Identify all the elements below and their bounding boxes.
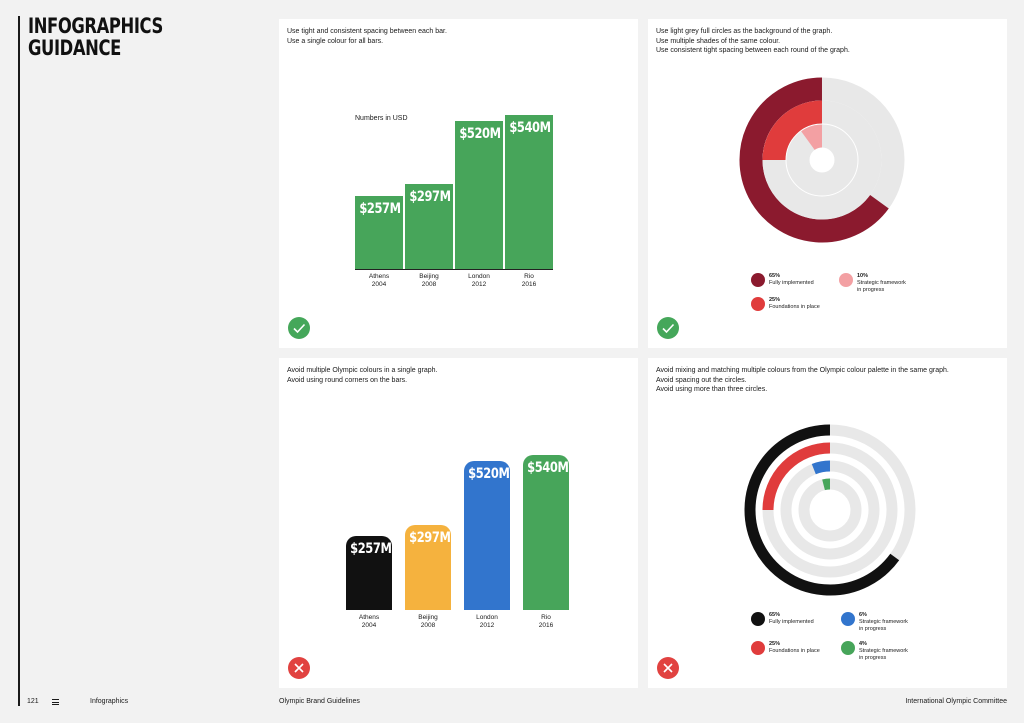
legend-swatch xyxy=(841,641,855,655)
ring-segment xyxy=(744,424,900,596)
legend-swatch xyxy=(751,641,765,655)
panel-guidance-text: Use light grey full circles as the backg… xyxy=(656,27,850,56)
legend-label: Strategic framework in progress xyxy=(857,280,906,293)
bar: $520M xyxy=(464,461,510,610)
legend-value: 25% xyxy=(769,641,781,647)
legend-item: 25% Foundations in place xyxy=(751,641,820,655)
guidance-line: Avoid multiple Olympic colours in a sing… xyxy=(287,367,438,374)
legend-label: Strategic framework in progress xyxy=(859,619,908,632)
category-label: Rio 2016 xyxy=(538,614,554,629)
category-label: Rio 2016 xyxy=(521,273,537,288)
legend-value: 6% xyxy=(859,612,867,618)
page-title: INFOGRAPHICS GUIDANCE xyxy=(28,14,163,60)
bar-value-label: $520M xyxy=(468,466,510,482)
legend-value: 65% xyxy=(769,273,781,279)
legend-item: 6% Strategic framework in progress xyxy=(841,612,908,633)
document-name: Olympic Brand Guidelines xyxy=(279,698,360,705)
legend-label: Fully implemented xyxy=(769,619,814,625)
ring-segment xyxy=(822,478,831,491)
legend-value: 65% xyxy=(769,612,781,618)
radial-chart xyxy=(739,77,905,243)
category-label: Athens 2004 xyxy=(368,273,390,288)
guidance-line: Use consistent tight spacing between eac… xyxy=(656,47,850,54)
guidance-line: Avoid spacing out the circles. xyxy=(656,376,747,384)
x-axis-line xyxy=(355,269,553,270)
legend-swatch xyxy=(751,273,765,287)
category-label: London 2012 xyxy=(476,614,498,629)
panel-correct-bar: Use tight and consistent spacing between… xyxy=(279,19,638,348)
cross-icon xyxy=(288,657,310,679)
category-label: Athens 2004 xyxy=(358,614,380,629)
legend-item: 25% Foundations in place xyxy=(751,297,820,311)
panel-incorrect-donut: Avoid mixing and matching multiple colou… xyxy=(648,358,1007,688)
section-name: Infographics xyxy=(90,698,129,705)
guidance-line: Avoid using round corners on the bars. xyxy=(287,376,408,384)
page-number: 121 xyxy=(27,698,39,705)
legend-item: 65% Fully implemented xyxy=(751,273,814,287)
legend-swatch xyxy=(751,612,765,626)
bar: $540M xyxy=(505,115,553,269)
ring-segment xyxy=(739,77,889,243)
legend-item: 4% Strategic framework in progress xyxy=(841,641,908,662)
ring-track xyxy=(780,460,880,560)
ring-track xyxy=(786,124,858,196)
category-label: London 2012 xyxy=(468,273,490,288)
legend-swatch xyxy=(841,612,855,626)
legend-label: Foundations in place xyxy=(769,648,820,654)
ring-segment xyxy=(811,460,831,475)
bar: $520M xyxy=(455,121,503,269)
bar: $257M xyxy=(346,536,392,610)
bar-value-label: $540M xyxy=(509,120,551,136)
chart-title: Numbers in USD xyxy=(355,115,408,122)
legend-label: Strategic framework in progress xyxy=(859,648,908,661)
check-icon xyxy=(288,317,310,339)
bar: $257M xyxy=(355,196,403,269)
panel-correct-donut: Use light grey full circles as the backg… xyxy=(648,19,1007,348)
panel-incorrect-bar: Avoid multiple Olympic colours in a sing… xyxy=(279,358,638,688)
legend-item: 65% Fully implemented xyxy=(751,612,814,626)
bar: $297M xyxy=(405,525,451,610)
guidance-line: Use a single colour for all bars. xyxy=(287,37,384,45)
legend-swatch xyxy=(839,273,853,287)
guidance-line: Avoid using more than three circles. xyxy=(656,386,768,393)
bar-value-label: $520M xyxy=(459,126,501,142)
cross-icon xyxy=(657,657,679,679)
category-label: Beijing 2008 xyxy=(419,273,439,288)
panel-guidance-text: Avoid mixing and matching multiple colou… xyxy=(656,366,949,395)
panel-guidance-text: Avoid multiple Olympic colours in a sing… xyxy=(287,366,437,385)
legend-item: 10% Strategic framework in progress xyxy=(839,273,906,294)
legend-swatch xyxy=(751,297,765,311)
ring-segment xyxy=(801,124,823,151)
bar-value-label: $257M xyxy=(359,201,401,217)
guidance-line: Use tight and consistent spacing between… xyxy=(287,28,447,35)
bar-value-label: $257M xyxy=(350,541,392,557)
check-icon xyxy=(657,317,679,339)
ring-segment xyxy=(762,442,831,511)
panel-guidance-text: Use tight and consistent spacing between… xyxy=(287,27,447,46)
legend-label: Foundations in place xyxy=(769,304,820,310)
guidance-line: Avoid mixing and matching multiple colou… xyxy=(656,367,949,374)
bar: $297M xyxy=(405,184,453,269)
bar-value-label: $297M xyxy=(409,189,451,205)
guidance-line: Use light grey full circles as the backg… xyxy=(656,28,833,35)
category-label: Beijing 2008 xyxy=(418,614,438,629)
legend-label: Fully implemented xyxy=(769,280,814,286)
bar: $540M xyxy=(523,455,569,610)
menu-icon[interactable] xyxy=(52,699,59,707)
radial-chart xyxy=(744,424,916,596)
ring-track xyxy=(798,478,862,542)
legend-value: 10% xyxy=(857,273,869,279)
legend-value: 25% xyxy=(769,297,781,303)
ring-segment xyxy=(762,100,823,161)
bar-value-label: $540M xyxy=(527,460,569,476)
organization-name: International Olympic Committee xyxy=(905,698,1007,705)
guidance-line: Use multiple shades of the same colour. xyxy=(656,37,781,45)
legend-value: 4% xyxy=(859,641,867,647)
left-rule xyxy=(18,16,20,706)
bar-value-label: $297M xyxy=(409,530,451,546)
